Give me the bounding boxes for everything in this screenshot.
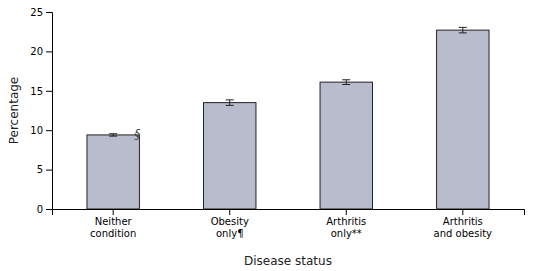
annotation: § <box>134 127 140 141</box>
marks <box>87 27 489 209</box>
tick-mark <box>462 209 463 215</box>
error-bar-cap <box>459 32 467 33</box>
tick: 5 <box>37 164 52 175</box>
y-axis: 0 5 10 15 20 25 <box>30 7 52 215</box>
x-axis-title: Disease status <box>244 254 332 268</box>
tick-label: Neithercondition <box>90 216 136 239</box>
error-bar <box>109 134 117 136</box>
tick: Arthritisonly** <box>326 209 366 239</box>
error-bar <box>226 100 234 106</box>
tick-mark <box>346 209 347 215</box>
tick: 20 <box>30 46 52 57</box>
bar <box>320 82 372 209</box>
error-bar-cap <box>342 79 350 80</box>
tick-mark <box>46 91 52 92</box>
error-bar-cap <box>459 27 467 28</box>
x-axis: Neithercondition Obesityonly¶ Arthritisonl… <box>53 209 525 239</box>
tick-label: 5 <box>37 164 43 175</box>
error-bar-cap <box>109 136 117 137</box>
bar <box>204 103 256 209</box>
tick: 10 <box>30 125 52 136</box>
bar <box>87 135 139 209</box>
error-bar-stem <box>346 80 347 85</box>
tick-mark <box>46 130 52 131</box>
error-bar-stem <box>229 100 230 106</box>
chart: 0 5 10 15 20 25 Neithercondition Obesityonly¶ Ar… <box>0 0 538 271</box>
error-bar <box>459 27 467 33</box>
error-bar-cap <box>342 84 350 85</box>
error-bar-cap <box>226 105 234 106</box>
tick-label: 10 <box>30 125 43 136</box>
error-bar-cap <box>226 99 234 100</box>
tick: 25 <box>30 7 52 18</box>
tick: Arthritisand obesity <box>434 209 493 239</box>
tick-label: 0 <box>37 204 43 215</box>
tick-label: Arthritisand obesity <box>434 216 493 239</box>
tick-label: Obesityonly¶ <box>211 216 249 239</box>
tick-label: 20 <box>30 46 43 57</box>
tick-mark <box>46 12 52 13</box>
plot: 0 5 10 15 20 25 Neithercondition Obesityonly¶ Ar… <box>30 7 524 239</box>
tick: 0 <box>37 204 52 215</box>
tick-label: 15 <box>30 86 43 97</box>
tick-mark <box>46 170 52 171</box>
tick-label: Arthritisonly** <box>326 216 366 239</box>
tick-mark <box>46 209 52 210</box>
axis-line <box>46 13 53 210</box>
tick-label: 25 <box>30 7 43 18</box>
error-bar <box>342 80 350 85</box>
tick-mark <box>229 209 230 215</box>
error-bar-stem <box>462 27 463 33</box>
tick: Neithercondition <box>90 209 136 239</box>
tick-mark <box>113 209 114 215</box>
tick-mark <box>46 51 52 52</box>
axis-line <box>53 210 525 216</box>
tick: Obesityonly¶ <box>211 209 249 239</box>
bar <box>437 30 489 209</box>
y-axis-title: Percentage <box>7 77 21 145</box>
error-bar-cap <box>109 133 117 134</box>
tick: 15 <box>30 86 52 97</box>
